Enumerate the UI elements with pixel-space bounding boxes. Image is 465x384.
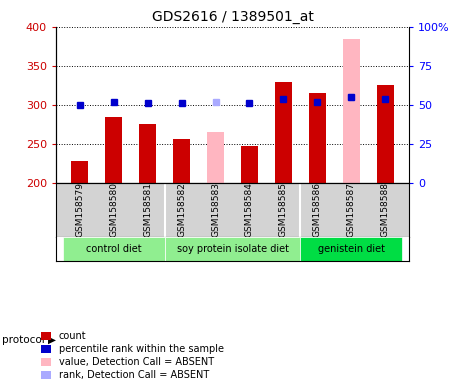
Bar	[63, 237, 165, 261]
Bar	[165, 237, 300, 261]
Text: GSM158587: GSM158587	[347, 182, 356, 237]
Text: GSM158586: GSM158586	[313, 182, 322, 237]
Legend: count, percentile rank within the sample, value, Detection Call = ABSENT, rank, : count, percentile rank within the sample…	[37, 328, 227, 384]
Text: protocol ▶: protocol ▶	[2, 335, 56, 345]
Bar	[300, 237, 402, 261]
Bar	[105, 118, 122, 183]
Text: GSM158579: GSM158579	[75, 182, 84, 237]
Text: GSM158584: GSM158584	[245, 182, 254, 237]
Text: GSM158580: GSM158580	[109, 182, 118, 237]
Text: genistein diet: genistein diet	[318, 244, 385, 254]
Bar	[173, 139, 190, 183]
Bar	[207, 131, 224, 183]
Bar	[377, 86, 394, 183]
Text: GSM158582: GSM158582	[177, 182, 186, 237]
Bar	[139, 124, 156, 183]
Text: GSM158583: GSM158583	[211, 182, 220, 237]
Text: GSM158588: GSM158588	[381, 182, 390, 237]
Text: soy protein isolate diet: soy protein isolate diet	[177, 244, 288, 254]
Text: control diet: control diet	[86, 244, 141, 254]
Title: GDS2616 / 1389501_at: GDS2616 / 1389501_at	[152, 10, 313, 25]
Text: GSM158581: GSM158581	[143, 182, 152, 237]
Bar	[241, 146, 258, 183]
Bar	[309, 93, 326, 183]
Text: GSM158585: GSM158585	[279, 182, 288, 237]
Bar	[71, 161, 88, 183]
Bar	[343, 39, 360, 183]
Bar	[275, 81, 292, 183]
